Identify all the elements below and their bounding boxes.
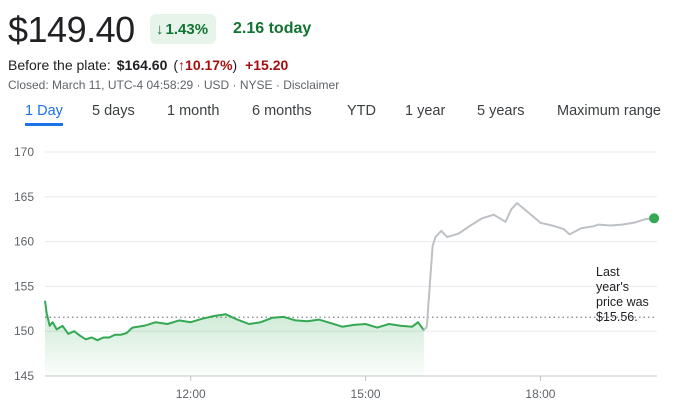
tab-1-day[interactable]: 1 Day <box>25 103 63 126</box>
x-tick-label: 12:00 <box>176 387 206 401</box>
y-tick-label: 160 <box>14 235 34 249</box>
premarket-row: Before the plate: $164.60 (↑10.17%) +15.20 <box>8 57 288 73</box>
premarket-percent: ↑10.17% <box>178 57 233 73</box>
down-arrow-icon: ↓ <box>156 20 164 38</box>
y-tick-label: 155 <box>14 279 34 293</box>
premarket-close-paren: ) <box>232 57 238 73</box>
y-tick-label: 150 <box>14 324 34 338</box>
annotation-line: year's <box>596 280 629 294</box>
tab-6-months[interactable]: 6 months <box>252 103 312 119</box>
regular-session-line <box>44 300 425 342</box>
today-change: 2.16 today <box>233 20 312 37</box>
x-tick-label: 18:00 <box>525 387 555 401</box>
regular-session-area <box>45 300 424 376</box>
premarket-label: Before the plate: <box>8 57 111 73</box>
y-tick-label: 145 <box>14 369 34 383</box>
y-tick-label: 170 <box>14 145 34 159</box>
after-hours-line <box>423 202 655 331</box>
annotation-line: Last <box>596 265 620 279</box>
y-tick-label: 165 <box>14 190 34 204</box>
current-price: $149.40 <box>8 9 135 50</box>
tab-1-month[interactable]: 1 month <box>167 103 220 119</box>
range-tabs: 1 Day 5 days 1 month 6 months YTD 1 year… <box>0 103 678 129</box>
change-percent-value: 1.43% <box>165 20 209 38</box>
premarket-price: $164.60 <box>116 57 168 73</box>
tab-maximum-range[interactable]: Maximum range <box>557 103 661 119</box>
annotation-line: price was <box>596 295 649 309</box>
market-status-line: Closed: March 11, UTC-4 04:58:29 · USD ·… <box>8 78 340 92</box>
premarket-change: +15.20 <box>245 57 289 73</box>
annotation-line: $15.56. <box>596 310 638 324</box>
premarket-open-paren: ( <box>173 57 179 73</box>
change-percent-badge: ↓ 1.43% <box>150 14 217 44</box>
tab-ytd[interactable]: YTD <box>347 103 376 119</box>
tab-5-days[interactable]: 5 days <box>92 103 135 119</box>
tab-5-years[interactable]: 5 years <box>477 103 525 119</box>
current-price-dot <box>649 213 660 224</box>
tab-1-year[interactable]: 1 year <box>405 103 446 119</box>
x-tick-label: 15:00 <box>351 387 381 401</box>
reference-annotation: Last year's price was $15.56. <box>596 265 649 324</box>
